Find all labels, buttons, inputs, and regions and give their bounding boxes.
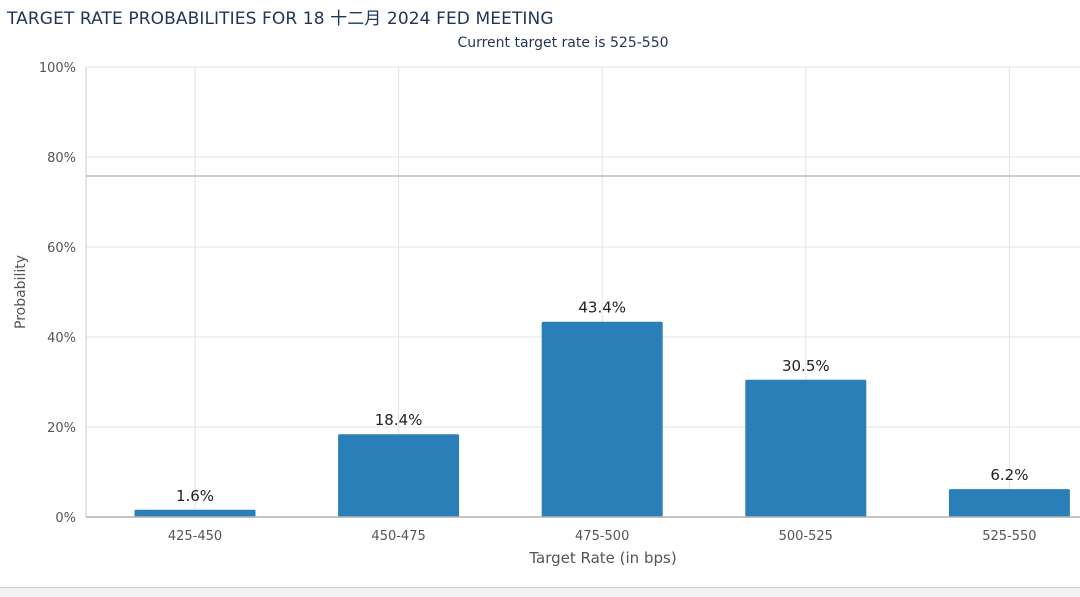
y-tick-label: 20% xyxy=(47,421,76,436)
bar-525-550[interactable] xyxy=(948,489,1070,517)
data-label: 30.5% xyxy=(782,357,830,375)
bottom-strip xyxy=(0,587,1080,597)
x-tick-label: 500-525 xyxy=(779,529,833,544)
chart-subtitle: Current target rate is 525-550 xyxy=(457,35,669,51)
y-tick-label: 0% xyxy=(55,511,76,526)
x-tick-label: 475-500 xyxy=(575,529,629,544)
data-label: 18.4% xyxy=(375,411,423,429)
bar-500-525[interactable] xyxy=(745,379,867,517)
bar-475-500[interactable] xyxy=(541,321,663,517)
x-tick-label: 425-450 xyxy=(168,529,222,544)
chart-title: TARGET RATE PROBABILITIES FOR 18 十二月 202… xyxy=(7,9,554,29)
y-axis-title: Probability xyxy=(13,255,29,329)
data-label: 1.6% xyxy=(176,487,214,505)
y-tick-label: 80% xyxy=(47,151,76,166)
bar-425-450[interactable] xyxy=(134,509,256,517)
y-tick-label: 40% xyxy=(47,331,76,346)
bar-450-475[interactable] xyxy=(338,434,460,517)
data-label: 6.2% xyxy=(990,466,1028,484)
y-tick-label: 100% xyxy=(39,61,76,76)
x-axis-title: Target Rate (in bps) xyxy=(528,549,676,567)
data-label: 43.4% xyxy=(578,299,626,317)
labels: 0% 20% 40% 60% 80% 100% 1.6% 425-450 18.4% 450-47… xyxy=(39,61,1037,544)
x-tick-label: 450-475 xyxy=(371,529,425,544)
bars xyxy=(134,321,1070,517)
x-tick-label: 525-550 xyxy=(982,529,1036,544)
y-tick-label: 60% xyxy=(47,241,76,256)
axes xyxy=(85,67,1080,518)
